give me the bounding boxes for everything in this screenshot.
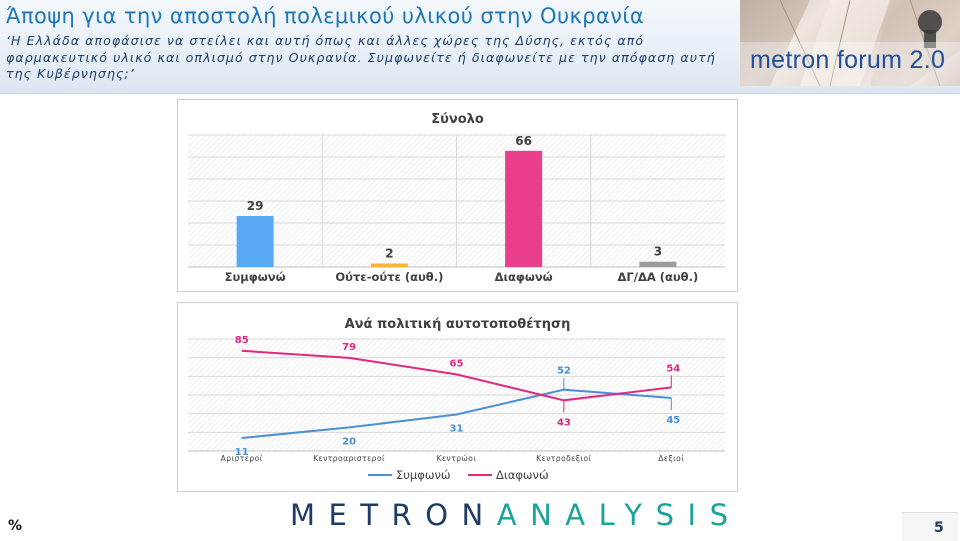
data-label: 29 bbox=[247, 199, 264, 213]
category-label: Ούτε-ούτε (αυθ.) bbox=[335, 270, 443, 284]
data-label: 52 bbox=[557, 366, 571, 377]
line-chart: 11 20 31 52 45 85 79 65 43 54 Αριστεροί Κεντροαριστ… bbox=[188, 335, 725, 482]
data-label: 85 bbox=[235, 335, 249, 346]
bar bbox=[639, 261, 677, 267]
data-label: 79 bbox=[342, 342, 356, 353]
legend-label: Συμφωνώ bbox=[396, 468, 451, 482]
bar bbox=[370, 263, 408, 267]
data-label: 43 bbox=[557, 417, 571, 428]
data-label: 2 bbox=[385, 246, 393, 260]
header-banner: Άποψη για την αποστολή πολεμικού υλικού … bbox=[0, 0, 960, 94]
bar-chart: 29 Συμφωνώ 2 Ούτε-ούτε (αυθ.) 66 Διαφωνώ 3 ΔΓ/Δ… bbox=[188, 134, 725, 284]
data-label: 45 bbox=[666, 415, 680, 426]
category-label: Συμφωνώ bbox=[225, 270, 286, 284]
category-label: Κεντροαριστεροί bbox=[313, 454, 385, 463]
question-text: ‘Η Ελλάδα αποφάσισε να στείλει και αυτή … bbox=[6, 33, 726, 83]
data-label: 66 bbox=[515, 134, 532, 148]
brand-metron: METRON bbox=[290, 498, 497, 532]
percent-unit-label: % bbox=[8, 518, 23, 534]
category-label: ΔΓ/ΔΑ (αυθ.) bbox=[618, 270, 699, 284]
total-chart-panel: Σύνολο 29 Συμφωνώ 2 Ούτε-ούτε (αυθ.) 66 Διαφω… bbox=[177, 99, 738, 292]
question-line: φαρμακευτικό υλικό και οπλισμό στην Ουκρ… bbox=[6, 49, 716, 65]
bar bbox=[505, 150, 543, 267]
bar bbox=[236, 215, 274, 267]
metron-forum-logo: metron forum 2.0 bbox=[740, 0, 960, 86]
data-label: 11 bbox=[235, 447, 249, 458]
brand-analysis: ANALYSIS bbox=[496, 498, 742, 532]
metron-analysis-logo: METRONANALYSIS bbox=[290, 498, 742, 532]
page-number: 5 bbox=[934, 520, 944, 536]
series-line bbox=[241, 349, 672, 402]
data-label: 20 bbox=[342, 436, 356, 447]
chart-title: Ανά πολιτική αυτοτοποθέτηση bbox=[344, 317, 571, 332]
question-line: της Κυβέρνησης;’ bbox=[6, 66, 135, 81]
series-line bbox=[241, 388, 672, 440]
question-line: ‘Η Ελλάδα αποφάσισε να στείλει και αυτή … bbox=[6, 33, 645, 48]
data-label: 65 bbox=[450, 358, 464, 369]
data-label: 31 bbox=[450, 423, 464, 434]
category-label: Δεξιοί bbox=[658, 454, 684, 463]
chart-title: Σύνολο bbox=[431, 112, 484, 127]
logo-background-graphic bbox=[740, 0, 960, 86]
category-label: Κεντρώοι bbox=[437, 454, 477, 463]
page-number-box bbox=[902, 512, 958, 541]
legend-label: Διαφωνώ bbox=[496, 468, 549, 482]
category-label: Διαφωνώ bbox=[495, 270, 553, 284]
category-label: Κεντροδεξιοί bbox=[536, 454, 592, 463]
data-label: 3 bbox=[654, 245, 662, 259]
page-title: Άποψη για την αποστολή πολεμικού υλικού … bbox=[6, 4, 645, 28]
category-label: Αριστεροί bbox=[221, 454, 263, 463]
logo-text: metron forum 2.0 bbox=[750, 46, 946, 74]
data-label: 54 bbox=[666, 363, 680, 374]
ideology-chart-panel: Ανά πολιτική αυτοτοποθέτηση 11 20 31 52 45 85… bbox=[177, 302, 738, 492]
